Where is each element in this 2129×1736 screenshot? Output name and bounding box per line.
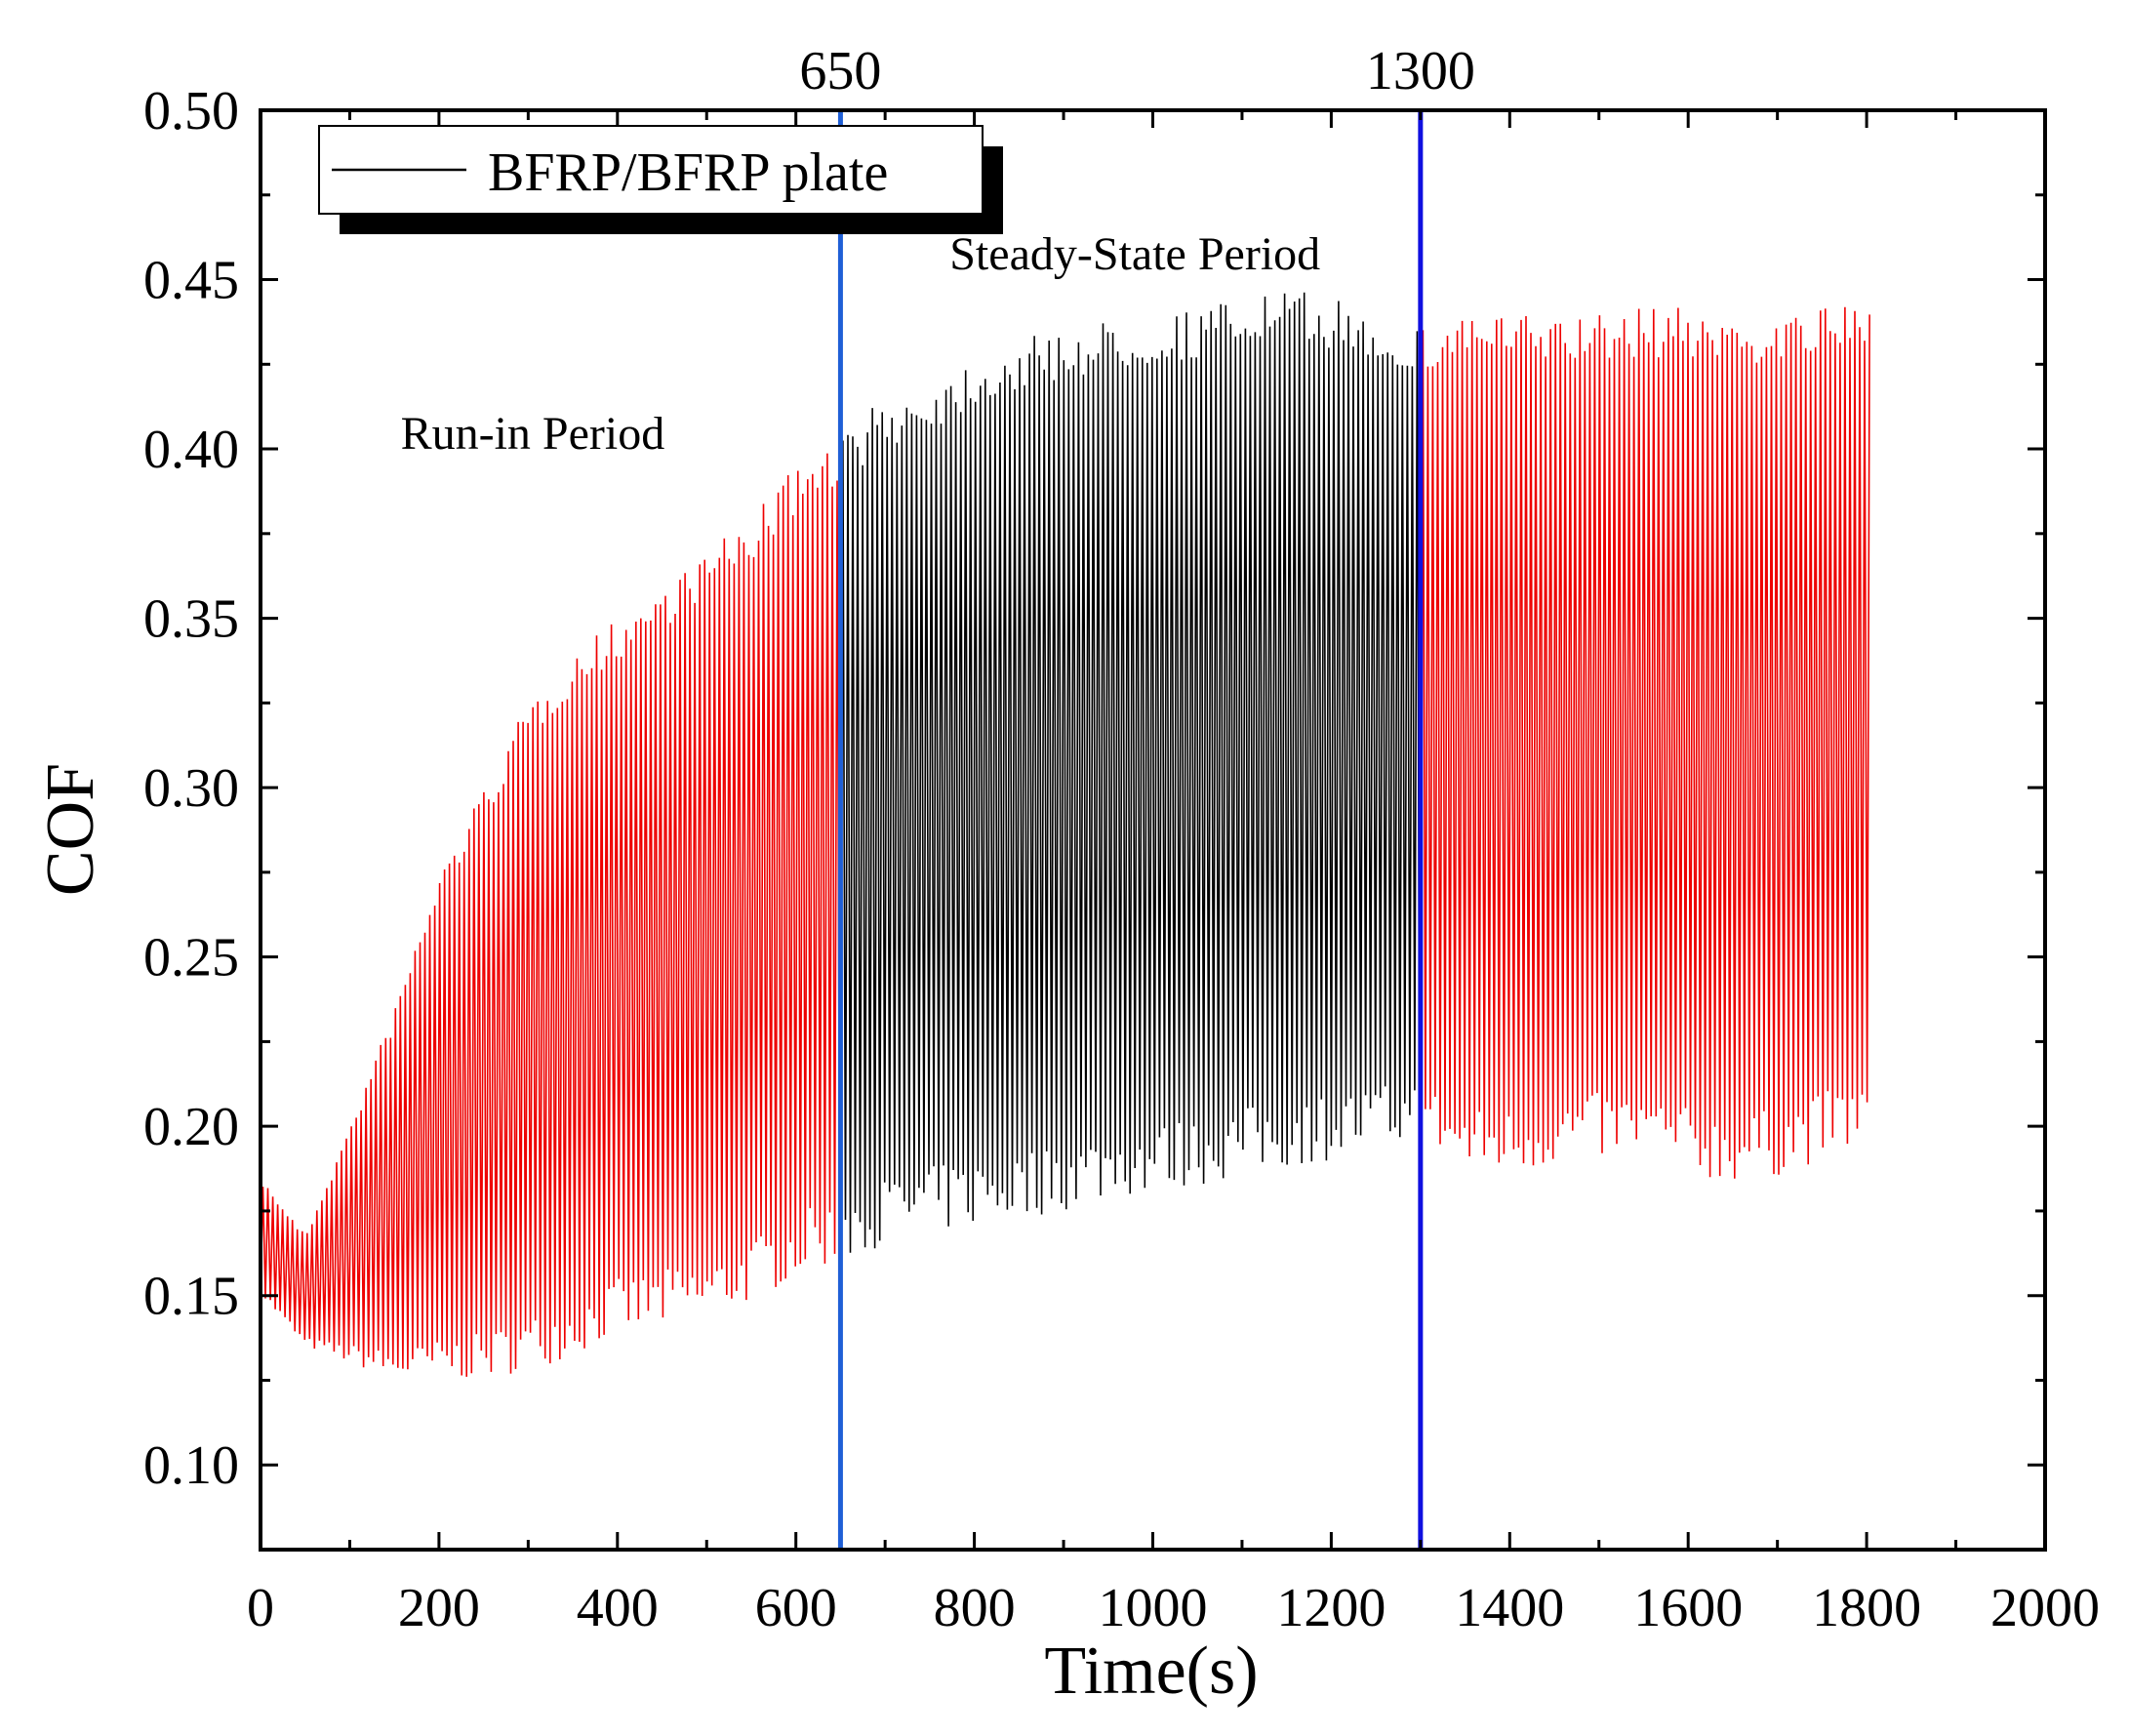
- y-axis-title: COF: [33, 763, 108, 896]
- vline-layer: [837, 110, 1424, 1550]
- x-tick-label: 0: [247, 1578, 274, 1638]
- y-tick-label: 0.25: [143, 928, 239, 989]
- series-line-1: [260, 453, 841, 1377]
- y-tick-labels: 0.10 0.15 0.20 0.25 0.30 0.35 0.40 0.45 …: [143, 81, 239, 1496]
- y-tick-label: 0.45: [143, 251, 239, 311]
- y-tick-label: 0.40: [143, 420, 239, 480]
- y-tick-label: 0.30: [143, 758, 239, 819]
- x-tick-label: 2000: [1990, 1578, 2100, 1638]
- y-tick-label: 0.50: [143, 81, 239, 141]
- series-layer: [260, 292, 1870, 1377]
- legend: BFRP/BFRP plate: [318, 125, 1003, 234]
- x-tick-label: 200: [398, 1578, 480, 1638]
- x-tick-label: 1200: [1276, 1578, 1386, 1638]
- y-tick-label: 0.20: [143, 1097, 239, 1157]
- series-line-2: [839, 292, 1421, 1254]
- series-line-3: [1420, 306, 1870, 1179]
- run-in-period-label: Run-in Period: [401, 408, 665, 460]
- x-tick-label: 1600: [1633, 1578, 1743, 1638]
- legend-label: BFRP/BFRP plate: [488, 142, 888, 203]
- x-tick-label: 1800: [1812, 1578, 1921, 1638]
- steady-state-period-label: Steady-State Period: [949, 228, 1320, 280]
- y-tick-label: 0.35: [143, 589, 239, 650]
- x-tick-label: 400: [577, 1578, 659, 1638]
- y-tick-label: 0.15: [143, 1267, 239, 1327]
- x-tick-label: 800: [934, 1578, 1016, 1638]
- y-tick-label: 0.10: [143, 1435, 239, 1496]
- top-tick-label: 1300: [1366, 41, 1475, 101]
- tick-layer: [259, 108, 2047, 1552]
- x-tick-labels: 0 200 400 600 800 1000 1200 1400 1600 18…: [247, 1578, 2100, 1638]
- x-axis-title: Time(s): [1044, 1634, 1258, 1709]
- x-tick-label: 600: [755, 1578, 837, 1638]
- top-tick-labels: 650 1300: [799, 41, 1474, 101]
- top-tick-label: 650: [799, 41, 881, 101]
- x-tick-label: 1000: [1099, 1578, 1208, 1638]
- x-tick-label: 1400: [1455, 1578, 1564, 1638]
